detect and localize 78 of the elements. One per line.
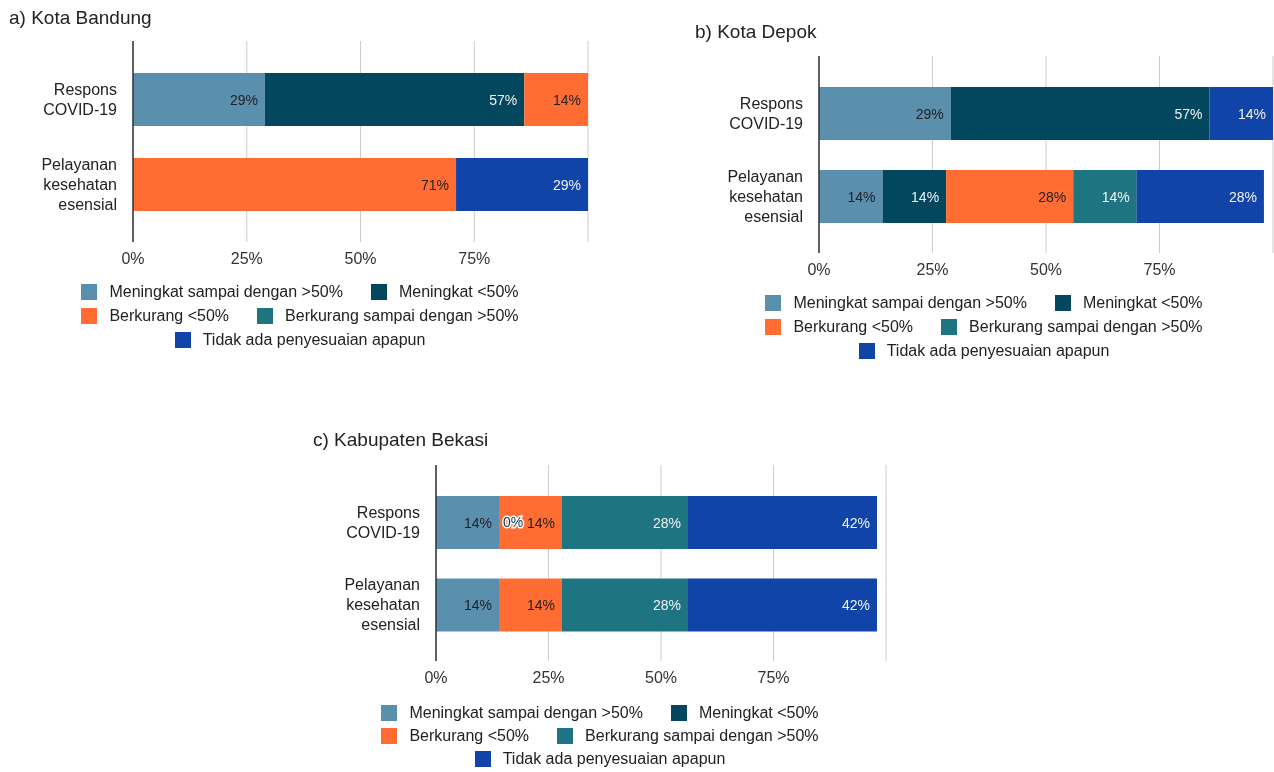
legend-label: Berkurang <50% xyxy=(793,318,914,336)
bar xyxy=(882,170,947,223)
bar xyxy=(1073,170,1137,223)
bar xyxy=(819,170,883,223)
bar xyxy=(950,87,1210,140)
y-tick-label: Respons COVID-19 xyxy=(346,503,421,541)
data-label: 29% xyxy=(552,176,581,193)
bar xyxy=(946,170,1074,223)
data-label: 71% xyxy=(421,176,450,193)
bar xyxy=(688,578,877,632)
bar xyxy=(436,496,499,549)
bar xyxy=(264,73,525,126)
data-label: 14% xyxy=(526,514,555,531)
x-tick-label: 0% xyxy=(807,261,831,279)
bar xyxy=(1136,170,1264,223)
data-label: 28% xyxy=(652,597,681,613)
bar xyxy=(524,73,588,126)
bar xyxy=(819,87,951,140)
bar xyxy=(133,73,265,126)
data-label: 14% xyxy=(552,91,581,108)
data-label: 14% xyxy=(463,514,492,531)
x-tick-label: 25% xyxy=(532,669,565,687)
data-label: 14% xyxy=(847,188,876,205)
legend-label: Berkurang sampai dengan >50% xyxy=(969,318,1203,336)
legend-label: Berkurang <50% xyxy=(409,726,530,745)
data-label: 42% xyxy=(841,514,870,531)
legend-label: Berkurang sampai dengan >50% xyxy=(585,726,819,745)
y-tick-label: Respons COVID-19 xyxy=(43,81,118,119)
annotation: 0% xyxy=(503,514,524,531)
data-label: 14% xyxy=(526,597,555,613)
bar xyxy=(1209,87,1273,140)
y-tick-label: Respons COVID-19 xyxy=(729,95,804,133)
x-tick-label: 75% xyxy=(458,250,491,268)
chart-title: b) Kota Depok xyxy=(695,21,817,43)
legend-label: Meningkat <50% xyxy=(1082,294,1203,312)
data-label: 14% xyxy=(911,188,940,205)
legend-label: Meningkat sampai dengan >50% xyxy=(793,294,1027,312)
x-tick-label: 50% xyxy=(1029,261,1063,279)
legend-label: Tidak ada penyesuaian apapun xyxy=(202,331,426,349)
y-tick-label: Pelayanan kesehatan esensial xyxy=(727,168,803,226)
legend-label: Berkurang <50% xyxy=(109,307,230,325)
x-tick-label: 25% xyxy=(230,250,263,268)
bar xyxy=(456,158,588,211)
data-label: 14% xyxy=(1237,105,1266,122)
bar xyxy=(499,578,562,632)
chart-title: a) Kota Bandung xyxy=(9,7,152,29)
x-tick-label: 75% xyxy=(1143,261,1176,279)
data-label: 57% xyxy=(1174,105,1203,122)
bar xyxy=(562,496,688,549)
legend-label: Berkurang sampai dengan >50% xyxy=(285,307,519,325)
data-label: 14% xyxy=(463,597,492,613)
x-tick-label: 25% xyxy=(916,261,949,279)
legend-label: Tidak ada penyesuaian apapun xyxy=(886,342,1110,360)
bar xyxy=(562,578,688,632)
data-label: 29% xyxy=(915,105,944,122)
x-tick-label: 0% xyxy=(424,669,448,687)
data-label: 28% xyxy=(652,514,681,531)
x-tick-label: 50% xyxy=(344,250,377,268)
x-tick-label: 50% xyxy=(644,669,678,687)
data-label: 28% xyxy=(1038,188,1067,205)
x-tick-label: 0% xyxy=(121,250,145,268)
y-tick-label: Pelayanan kesehatan esensial xyxy=(344,576,420,634)
legend-label: Meningkat sampai dengan >50% xyxy=(109,283,343,301)
data-label: 29% xyxy=(229,91,258,108)
bar xyxy=(688,496,877,549)
data-label: 14% xyxy=(1101,188,1130,205)
legend-label: Meningkat <50% xyxy=(698,703,819,722)
y-tick-label: Pelayanan kesehatan esensial xyxy=(41,156,117,214)
bar xyxy=(133,158,457,211)
bar xyxy=(436,578,499,632)
chart-title: c) Kabupaten Bekasi xyxy=(313,429,489,451)
legend-label: Tidak ada penyesuaian apapun xyxy=(502,749,726,768)
legend-label: Meningkat <50% xyxy=(398,283,519,301)
data-label: 42% xyxy=(841,597,870,613)
data-label: 28% xyxy=(1228,188,1257,205)
legend-label: Meningkat sampai dengan >50% xyxy=(409,703,643,722)
data-label: 57% xyxy=(489,91,518,108)
x-tick-label: 75% xyxy=(757,669,790,687)
